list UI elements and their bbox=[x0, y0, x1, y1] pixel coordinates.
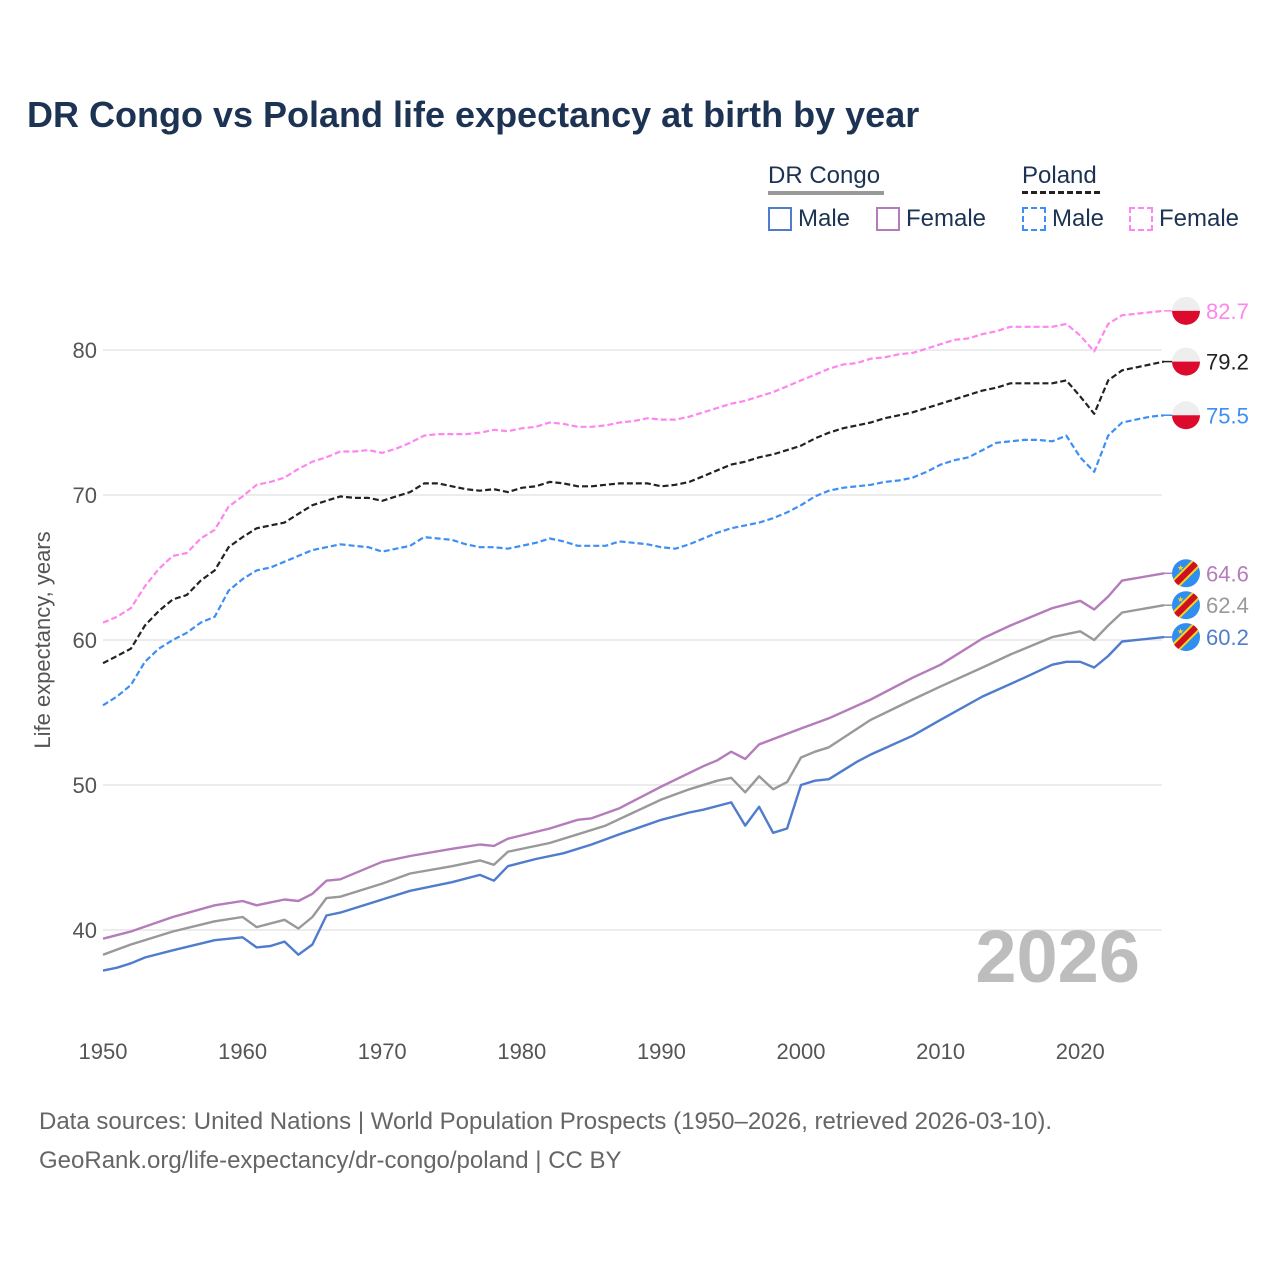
svg-text:★: ★ bbox=[1177, 595, 1184, 604]
y-tick-label: 50 bbox=[73, 773, 97, 798]
x-tick-label: 1960 bbox=[218, 1039, 267, 1064]
footer-link[interactable]: GeoRank.org/life-expectancy/dr-congo/pol… bbox=[39, 1147, 622, 1174]
poland-flag-icon bbox=[1172, 296, 1200, 325]
legend-item-drc-female[interactable]: Female bbox=[876, 205, 986, 233]
legend-label: Male bbox=[798, 205, 851, 232]
chart-title: DR Congo vs Poland life expectancy at bi… bbox=[27, 94, 920, 135]
legend-group-poland: Poland bbox=[1022, 162, 1097, 189]
legend-line-poland bbox=[1022, 191, 1100, 194]
x-tick-label: 1950 bbox=[79, 1039, 128, 1064]
legend-item-drc-male[interactable]: Male bbox=[768, 205, 850, 233]
x-tick-label: 2000 bbox=[777, 1039, 826, 1064]
current-year-watermark: 2026 bbox=[975, 915, 1140, 998]
legend-line-dr-congo bbox=[768, 191, 884, 195]
legend-item-poland-male[interactable]: Male bbox=[1022, 205, 1104, 233]
y-tick-label: 40 bbox=[73, 918, 97, 943]
footer-sources: Data sources: United Nations | World Pop… bbox=[39, 1108, 1053, 1135]
dr-congo-flag-icon: ★ bbox=[1172, 559, 1200, 588]
x-tick-label: 2020 bbox=[1056, 1039, 1105, 1064]
svg-text:★: ★ bbox=[1177, 563, 1184, 572]
x-tick-label: 1970 bbox=[358, 1039, 407, 1064]
y-tick-label: 60 bbox=[73, 628, 97, 653]
y-tick-label: 70 bbox=[73, 483, 97, 508]
legend-group-dr-congo: DR Congo bbox=[768, 162, 881, 189]
dr-congo-flag-icon: ★ bbox=[1172, 623, 1200, 652]
end-value-label: 79.2 bbox=[1206, 350, 1249, 375]
legend-swatch bbox=[876, 207, 900, 231]
end-value-label: 62.4 bbox=[1206, 593, 1249, 618]
dr-congo-flag-icon: ★ bbox=[1172, 591, 1200, 620]
series-line-poland-male bbox=[102, 414, 1165, 707]
x-tick-label: 1990 bbox=[637, 1039, 686, 1064]
legend-label: Male bbox=[1052, 205, 1105, 232]
svg-text:★: ★ bbox=[1177, 627, 1184, 636]
legend-item-poland-female[interactable]: Female bbox=[1129, 205, 1239, 233]
x-tick-label: 1980 bbox=[497, 1039, 546, 1064]
legend-swatch bbox=[1022, 207, 1046, 231]
poland-flag-icon bbox=[1172, 347, 1200, 376]
series-line-poland bbox=[102, 360, 1165, 665]
end-value-label: 75.5 bbox=[1206, 403, 1249, 428]
legend-label: Female bbox=[906, 205, 987, 232]
end-value-label: 60.2 bbox=[1206, 625, 1249, 650]
poland-flag-icon bbox=[1172, 401, 1200, 430]
y-tick-label: 80 bbox=[73, 338, 97, 363]
series-line-poland-female bbox=[102, 309, 1165, 624]
series-line-dr-congo bbox=[102, 604, 1165, 956]
end-value-label: 82.7 bbox=[1206, 299, 1249, 324]
end-value-label: 64.6 bbox=[1206, 561, 1249, 586]
y-axis-label: Life expectancy, years bbox=[30, 531, 55, 748]
x-tick-label: 2010 bbox=[916, 1039, 965, 1064]
series-line-dr-congo-female bbox=[102, 572, 1165, 940]
legend-swatch bbox=[1129, 207, 1153, 231]
legend-swatch bbox=[768, 207, 792, 231]
series-line-dr-congo-male bbox=[102, 635, 1165, 972]
legend-label: Female bbox=[1159, 205, 1240, 232]
